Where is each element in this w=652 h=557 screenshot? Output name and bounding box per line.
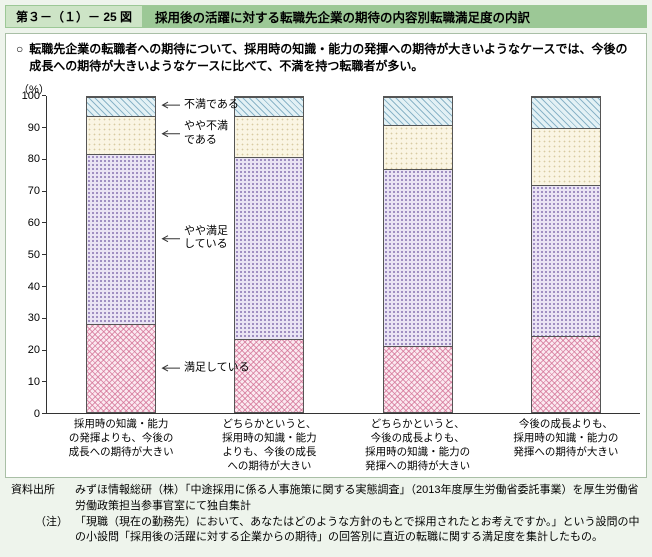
y-axis-tick-mark (42, 127, 46, 129)
y-axis-tick-label: 90 (27, 121, 40, 134)
source-label: 資料出所 (11, 484, 55, 497)
bar-segment (531, 336, 600, 412)
annotation-arrow-icon (161, 130, 180, 138)
figure-header: 第３－（１）－ 25 図 採用後の活躍に対する転職先企業の期待の内容別転職満足度… (5, 5, 647, 28)
y-axis-tick-label: 20 (27, 344, 40, 357)
bar-column (47, 95, 195, 413)
bar-segment (87, 96, 156, 116)
bar-segment (531, 96, 600, 129)
segment-annotation: やや不満 である (159, 121, 228, 147)
segment-annotation-label: 不満である (184, 98, 239, 111)
bar-segment (235, 339, 304, 412)
y-axis-tick-label: 100 (21, 89, 40, 102)
x-axis-category-label: 採用時の知識・能力 の発揮よりも、今後の 成長への期待が大きい (68, 417, 174, 459)
segment-annotation: やや満足 している (159, 225, 228, 251)
bullet-circle-icon: ○ (16, 42, 24, 56)
y-axis-tick-mark (42, 286, 46, 288)
annotation-arrow-icon (161, 234, 180, 242)
y-axis-unit-label: （%） (18, 83, 50, 96)
y-axis-tick: 40 (12, 281, 46, 293)
y-axis-tick: 60 (12, 217, 46, 229)
y-axis-tick: 30 (12, 312, 46, 324)
note-label: （注） (35, 515, 68, 528)
bar-segment (87, 115, 156, 154)
chart-area: 0 10 20 30 40 50 60 70 80 90 100 満足している やや満足 している やや… (12, 90, 640, 420)
bar-segment (235, 115, 304, 157)
y-axis-tick: 70 (12, 185, 46, 197)
source-text: みずほ情報総研（株）「中途採用に係る人事施策に関する実態調査」（2013年度厚生… (75, 484, 639, 513)
y-axis-tick-label: 70 (27, 185, 40, 198)
x-axis-labels: 採用時の知識・能力 の発揮よりも、今後の 成長への期待が大きい どちらかというと、… (47, 414, 640, 474)
bar-segment (531, 128, 600, 185)
stacked-bar (234, 95, 305, 413)
stacked-bar (382, 95, 453, 413)
summary: ○ 転職先企業の転職者への期待について、採用時の知識・能力の発揮への期待が大きい… (12, 41, 640, 81)
summary-text: 転職先企業の転職者への期待について、採用時の知識・能力の発揮への期待が大きいよう… (29, 42, 628, 74)
figure-number: 第３－（１）－ 25 図 (5, 5, 144, 28)
y-axis-tick-mark (42, 222, 46, 224)
segment-annotation: 満足している (159, 362, 250, 375)
annotation-arrow-icon (161, 101, 180, 109)
segment-annotation-label: やや満足 している (184, 225, 228, 251)
stacked-bar (530, 95, 601, 413)
bar-segment (383, 96, 452, 126)
y-axis-tick-mark (42, 413, 46, 415)
bar-segment (87, 153, 156, 324)
y-axis-tick-label: 60 (27, 216, 40, 229)
bar-segment (235, 96, 304, 116)
plot-area: 満足している やや満足 している やや不満 である 不満である (46, 95, 640, 414)
bar-segment (87, 323, 156, 412)
y-axis-tick-mark (42, 254, 46, 256)
y-axis-tick-label: 0 (33, 407, 40, 420)
bars-container (47, 95, 640, 413)
y-axis-tick-label: 50 (27, 248, 40, 261)
figure-title: 採用後の活躍に対する転職先企業の期待の内容別転職満足度の内訳 (143, 5, 647, 28)
bar-segment (383, 169, 452, 346)
x-axis-category-label: 今後の成長よりも、 採用時の知識・能力の 発揮への期待が大きい (513, 417, 619, 459)
x-axis-category-label: どちらかというと、 採用時の知識・能力 よりも、今後の成長 への期待が大きい (222, 417, 317, 473)
annotation-arrow-icon (161, 364, 180, 372)
y-axis-tick: 90 (12, 122, 46, 134)
y-axis-tick: 10 (12, 376, 46, 388)
bar-segment (383, 345, 452, 412)
y-axis-tick-mark (42, 381, 46, 383)
y-axis-tick-mark (42, 158, 46, 160)
y-axis-tick-label: 80 (27, 153, 40, 166)
y-axis-tick: 20 (12, 344, 46, 356)
y-axis-tick-label: 10 (27, 375, 40, 388)
y-axis: 0 10 20 30 40 50 60 70 80 90 100 (12, 90, 46, 420)
figure-footnotes: 資料出所 みずほ情報総研（株）「中途採用に係る人事施策に関する実態調査」（201… (5, 483, 647, 545)
y-axis-tick-mark (42, 95, 46, 97)
y-axis-tick-mark (42, 317, 46, 319)
y-axis-tick: 100 (12, 90, 46, 102)
x-axis-category-label: どちらかというと、 今後の成長よりも、 採用時の知識・能力の 発揮への期待が大き… (365, 417, 471, 473)
bar-column (195, 95, 343, 413)
y-axis-tick: 50 (12, 249, 46, 261)
note-text: 「現職（現在の勤務先）において、あなたはどのような方針のもとで採用されたとお考え… (75, 515, 640, 544)
stacked-bar (86, 95, 157, 413)
bar-segment (531, 185, 600, 337)
bar-segment (235, 156, 304, 340)
segment-annotation-label: やや不満 である (184, 120, 228, 146)
segment-annotation: 不満である (159, 99, 239, 112)
y-axis-tick-mark (42, 349, 46, 351)
source-row: 資料出所 みずほ情報総研（株）「中途採用に係る人事施策に関する実態調査」（201… (5, 483, 647, 514)
segment-annotation-label: 満足している (184, 361, 250, 374)
y-axis-tick: 0 (12, 408, 46, 420)
figure-page: 第３－（１）－ 25 図 採用後の活躍に対する転職先企業の期待の内容別転職満足度… (5, 5, 647, 546)
chart-panel: ○ 転職先企業の転職者への期待について、採用時の知識・能力の発揮への期待が大きい… (5, 33, 647, 479)
y-axis-tick-label: 40 (27, 280, 40, 293)
bar-column (344, 95, 492, 413)
y-axis-tick: 80 (12, 153, 46, 165)
note-row: （注） 「現職（現在の勤務先）において、あなたはどのような方針のもとで採用された… (5, 515, 647, 546)
bar-segment (383, 125, 452, 170)
bar-column (492, 95, 640, 413)
y-axis-tick-mark (42, 190, 46, 192)
y-axis-tick-label: 30 (27, 312, 40, 325)
